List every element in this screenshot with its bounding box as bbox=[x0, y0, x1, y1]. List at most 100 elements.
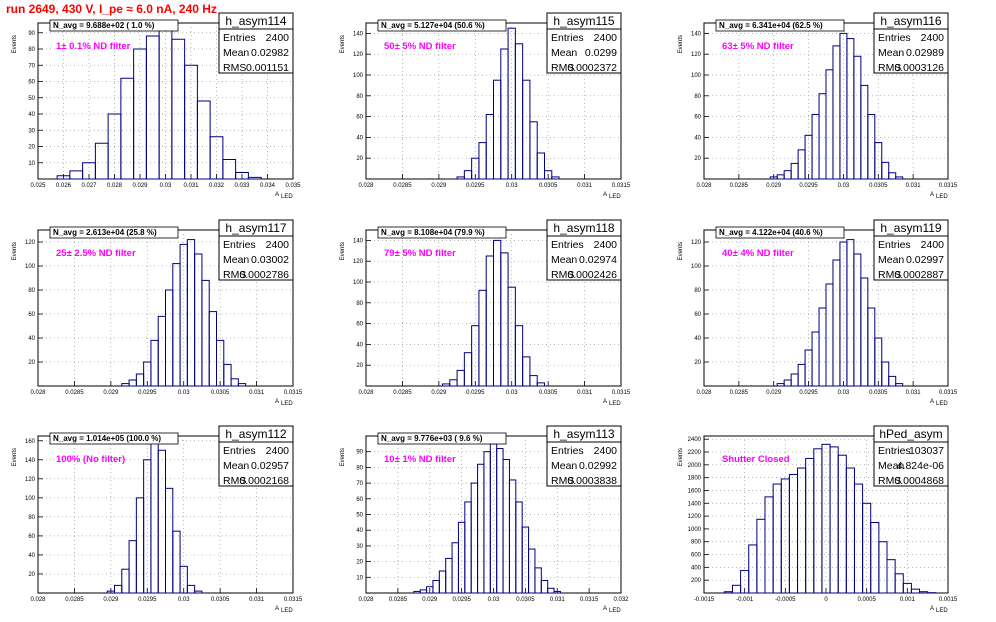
histogram-bar bbox=[888, 172, 897, 180]
stats-box bbox=[873, 28, 949, 74]
stat-label-entries: Entries bbox=[223, 445, 256, 457]
y-tick-label: 20 bbox=[28, 145, 35, 151]
stat-value-entries: 2400 bbox=[594, 445, 618, 457]
navg-label: N_avg = 2.613e+04 (25.8 %) bbox=[53, 228, 157, 237]
y-tick-label: 20 bbox=[356, 156, 363, 162]
x-tick-label: 0.031 bbox=[183, 183, 199, 189]
stat-label-mean: Mean bbox=[223, 254, 249, 266]
histogram-panel: 0.028 0.0285 0.029 0.0295 0.03 0.0305 0.031 0.0… bbox=[340, 219, 631, 407]
stat-label-entries: Entries bbox=[878, 239, 911, 251]
x-axis-label: A bbox=[275, 192, 279, 198]
stat-label-mean: Mean bbox=[223, 47, 249, 59]
x-axis-label: A bbox=[603, 606, 607, 612]
x-axis-label-subscript: LED bbox=[281, 401, 293, 407]
x-tick-label: 0.031 bbox=[249, 597, 265, 603]
x-tick-label: 0.03 bbox=[160, 183, 172, 189]
stat-label-mean: Mean bbox=[878, 254, 904, 266]
histogram-bar bbox=[209, 136, 224, 180]
y-tick-label: 20 bbox=[694, 360, 701, 366]
stats-box bbox=[873, 235, 949, 281]
y-tick-label: 600 bbox=[691, 553, 702, 559]
x-axis-label: A bbox=[930, 399, 934, 405]
histogram-name: h_asym119 bbox=[880, 221, 941, 235]
x-tick-label: 0.0295 bbox=[138, 597, 157, 603]
histogram-bar bbox=[235, 172, 249, 180]
x-tick-label: 0 bbox=[824, 597, 828, 603]
histogram-bar bbox=[551, 176, 560, 180]
histogram-bar bbox=[536, 152, 546, 180]
x-tick-label: 0.029 bbox=[103, 390, 119, 396]
x-axis-label: A bbox=[275, 399, 279, 405]
filter-annotation: 79± 5% ND filter bbox=[384, 248, 456, 259]
x-tick-label: 0.0295 bbox=[138, 390, 157, 396]
x-tick-label: 0.032 bbox=[613, 597, 629, 603]
x-tick-label: 0.03 bbox=[838, 390, 850, 396]
stat-value-mean: 0.02957 bbox=[251, 460, 289, 472]
histogram-name: h_asym117 bbox=[225, 221, 286, 235]
y-tick-label: 80 bbox=[28, 515, 35, 521]
y-tick-label: 10 bbox=[356, 575, 363, 581]
histogram-bar bbox=[179, 565, 188, 594]
x-axis-label-subscript: LED bbox=[936, 194, 948, 200]
y-tick-label: 120 bbox=[691, 52, 702, 58]
navg-label: N_avg = 5.127e+04 (50.6 %) bbox=[381, 21, 485, 30]
x-axis-label: A bbox=[930, 192, 934, 198]
y-tick-label: 50 bbox=[356, 513, 363, 519]
stat-label-rms: RMS bbox=[551, 62, 574, 74]
x-tick-label: -0.0015 bbox=[694, 597, 715, 603]
stat-label-entries: Entries bbox=[551, 445, 584, 457]
y-tick-label: 1600 bbox=[688, 488, 702, 494]
filter-annotation: 25± 2.5% ND filter bbox=[56, 248, 136, 259]
stat-value-entries: 2400 bbox=[594, 32, 618, 44]
histogram-bar bbox=[547, 587, 555, 594]
x-tick-label: 0.028 bbox=[107, 183, 123, 189]
x-tick-label: 0.0315 bbox=[612, 390, 631, 396]
y-tick-label: 140 bbox=[353, 31, 364, 37]
y-tick-label: 160 bbox=[25, 439, 36, 445]
y-tick-label: 120 bbox=[691, 240, 702, 246]
x-tick-label: 0.028 bbox=[696, 183, 712, 189]
y-tick-label: 2400 bbox=[688, 437, 702, 443]
y-tick-label: 80 bbox=[356, 465, 363, 471]
stat-label-entries: Entries bbox=[878, 445, 911, 457]
navg-box bbox=[49, 19, 179, 32]
x-tick-label: 0.0305 bbox=[211, 597, 230, 603]
x-axis-label-subscript: LED bbox=[609, 608, 621, 614]
histogram-name: h_asym112 bbox=[225, 427, 286, 441]
y-tick-label: 60 bbox=[694, 312, 701, 318]
histogram-bar bbox=[237, 383, 247, 387]
y-tick-label: 60 bbox=[356, 115, 363, 121]
x-tick-label: 0.034 bbox=[260, 183, 276, 189]
histogram-panel: -0.0015 -0.001 -0.0005 0 0.0005 0.001 0.0015 20… bbox=[678, 425, 958, 614]
stats-box bbox=[218, 28, 294, 74]
y-tick-label: 1800 bbox=[688, 476, 702, 482]
x-tick-label: 0.0315 bbox=[939, 390, 958, 396]
x-tick-label: 0.025 bbox=[30, 183, 46, 189]
x-tick-label: 0.0315 bbox=[580, 597, 599, 603]
x-axis-label: A bbox=[603, 399, 607, 405]
y-tick-label: 90 bbox=[28, 31, 35, 37]
x-tick-label: 0.03 bbox=[178, 597, 190, 603]
stat-label-entries: Entries bbox=[551, 32, 584, 44]
stat-value-entries: 2400 bbox=[921, 239, 945, 251]
x-tick-label: 0.029 bbox=[766, 183, 782, 189]
stat-value-rms: 0.001151 bbox=[246, 62, 289, 74]
y-tick-label: 80 bbox=[694, 94, 701, 100]
histogram-bar bbox=[514, 325, 524, 387]
navg-box bbox=[715, 226, 845, 239]
stat-value-rms: 0.0002786 bbox=[239, 269, 289, 281]
x-tick-label: 0.035 bbox=[285, 183, 301, 189]
x-tick-label: 0.03 bbox=[488, 597, 500, 603]
y-tick-label: 100 bbox=[353, 73, 364, 79]
x-tick-label: 0.028 bbox=[358, 390, 374, 396]
y-tick-label: 60 bbox=[356, 497, 363, 503]
x-tick-label: 0.03 bbox=[506, 390, 518, 396]
histogram-bar bbox=[522, 356, 531, 387]
x-tick-label: 0.0295 bbox=[466, 390, 485, 396]
y-tick-label: 40 bbox=[356, 342, 363, 348]
y-tick-label: 50 bbox=[28, 96, 35, 102]
navg-label: N_avg = 9.688e+02 ( 1.0 %) bbox=[53, 21, 155, 30]
stats-box bbox=[546, 28, 622, 74]
y-tick-label: 60 bbox=[28, 80, 35, 86]
histogram-bar bbox=[194, 590, 203, 594]
